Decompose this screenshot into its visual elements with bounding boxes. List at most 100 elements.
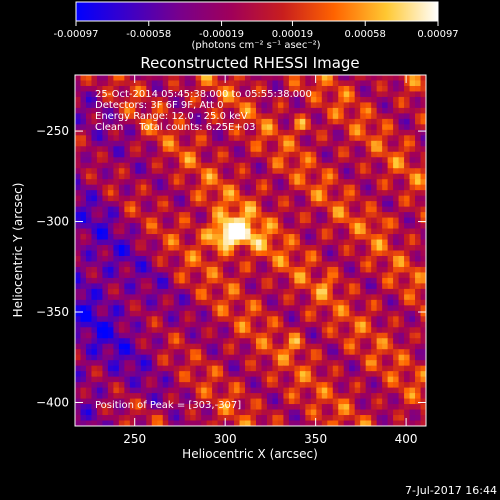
heatmap-cell	[206, 310, 213, 317]
heatmap-cell	[288, 321, 295, 328]
colorbar-ticks: -0.00097 -0.00058 -0.00019 0.00019 0.00058 0.…	[54, 21, 459, 40]
heatmap-cell	[190, 288, 197, 295]
heatmap-cell	[371, 387, 378, 394]
heatmap-cell	[168, 168, 175, 175]
heatmap-cell	[404, 239, 411, 246]
heatmap-cell	[157, 409, 164, 416]
heatmap-cell	[288, 288, 295, 295]
heatmap-cell	[338, 168, 345, 175]
heatmap-cell	[371, 415, 378, 422]
heatmap-cell	[387, 85, 394, 93]
heatmap-cell	[360, 371, 367, 378]
heatmap-cell	[371, 239, 378, 246]
heatmap-cell	[294, 234, 301, 241]
heatmap-cell	[288, 135, 295, 142]
heatmap-cell	[102, 420, 109, 426]
heatmap-cell	[190, 157, 197, 164]
heatmap-cell	[376, 234, 383, 241]
heatmap-cell	[179, 250, 186, 257]
heatmap-cell	[107, 398, 114, 405]
heatmap-cell	[135, 354, 142, 361]
heatmap-cell	[113, 294, 120, 301]
heatmap-cell	[234, 343, 241, 350]
heatmap-cell	[80, 85, 87, 93]
heatmap-cell	[266, 179, 274, 186]
heatmap-cell	[283, 371, 290, 378]
heatmap-cell	[113, 223, 120, 230]
heatmap-cell	[250, 327, 257, 334]
heatmap-cell	[255, 168, 263, 175]
heatmap-cell	[338, 343, 345, 350]
heatmap-cell	[151, 305, 158, 312]
heatmap-cell	[288, 96, 295, 104]
heatmap-cell	[118, 277, 125, 284]
heatmap-cell	[305, 404, 312, 411]
heatmap-cell	[228, 102, 235, 109]
heatmap-cell	[349, 173, 356, 180]
heatmap-cell	[349, 239, 356, 246]
heatmap-cell	[129, 102, 136, 109]
heatmap-cell	[212, 310, 219, 317]
heatmap-cell	[91, 266, 98, 274]
heatmap-cell	[343, 195, 350, 202]
heatmap-cell	[393, 217, 400, 224]
heatmap-cell	[91, 129, 98, 136]
heatmap-cell	[393, 338, 400, 345]
heatmap-cell	[398, 321, 405, 328]
heatmap-cell	[371, 91, 378, 98]
heatmap-cell	[129, 283, 136, 290]
heatmap-cell	[415, 277, 422, 284]
heatmap-cell	[299, 91, 306, 98]
heatmap-cell	[151, 107, 158, 114]
heatmap-cell	[223, 245, 230, 252]
heatmap-cell	[75, 228, 82, 235]
heatmap-cell	[393, 255, 400, 263]
heatmap-cell	[420, 113, 426, 120]
colorbar: -0.00097 -0.00058 -0.00019 0.00019 0.00058 0.…	[54, 1, 459, 51]
heatmap-cell	[212, 354, 219, 361]
heatmap-cell	[206, 294, 213, 301]
heatmap-cell	[305, 212, 312, 219]
heatmap-cell	[387, 168, 394, 175]
heatmap-cell	[140, 129, 147, 136]
heatmap-cell	[349, 255, 356, 263]
heatmap-cell	[85, 277, 93, 284]
heatmap-cell	[102, 113, 109, 120]
heatmap-cell	[206, 261, 213, 268]
heatmap-cell	[85, 151, 93, 158]
heatmap-cell	[250, 310, 257, 317]
heatmap-cell	[118, 316, 125, 323]
heatmap-cell	[255, 343, 263, 350]
heatmap-cell	[266, 102, 274, 109]
heatmap-cell	[299, 113, 306, 120]
heatmap-cell	[349, 96, 356, 104]
heatmap-cell	[146, 250, 153, 257]
heatmap-cell	[157, 266, 164, 274]
heatmap-cell	[217, 118, 224, 125]
heatmap-cell	[135, 113, 142, 120]
heatmap-cell	[283, 173, 290, 180]
heatmap-cell	[173, 157, 180, 164]
heatmap-cell	[277, 140, 284, 147]
heatmap-cell	[382, 299, 389, 306]
heatmap-cell	[118, 107, 125, 114]
heatmap-cell	[321, 157, 328, 164]
heatmap-cell	[245, 228, 252, 235]
heatmap-cell	[201, 140, 208, 147]
heatmap-cell	[266, 277, 274, 284]
heatmap-cell	[288, 250, 295, 257]
heatmap-cell	[234, 387, 241, 394]
heatmap-cell	[305, 146, 312, 153]
heatmap-cell	[239, 75, 246, 82]
heatmap-cell	[173, 195, 180, 202]
heatmap-cell	[409, 157, 416, 164]
heatmap-cell	[129, 420, 136, 426]
heatmap-cell	[223, 162, 230, 169]
heatmap-cell	[212, 338, 219, 345]
heatmap-cell	[283, 140, 290, 147]
heatmap-cell	[212, 316, 219, 323]
heatmap-cell	[365, 129, 372, 136]
heatmap-cell	[305, 349, 312, 356]
heatmap-cell	[288, 85, 295, 93]
heatmap-cell	[354, 332, 361, 339]
